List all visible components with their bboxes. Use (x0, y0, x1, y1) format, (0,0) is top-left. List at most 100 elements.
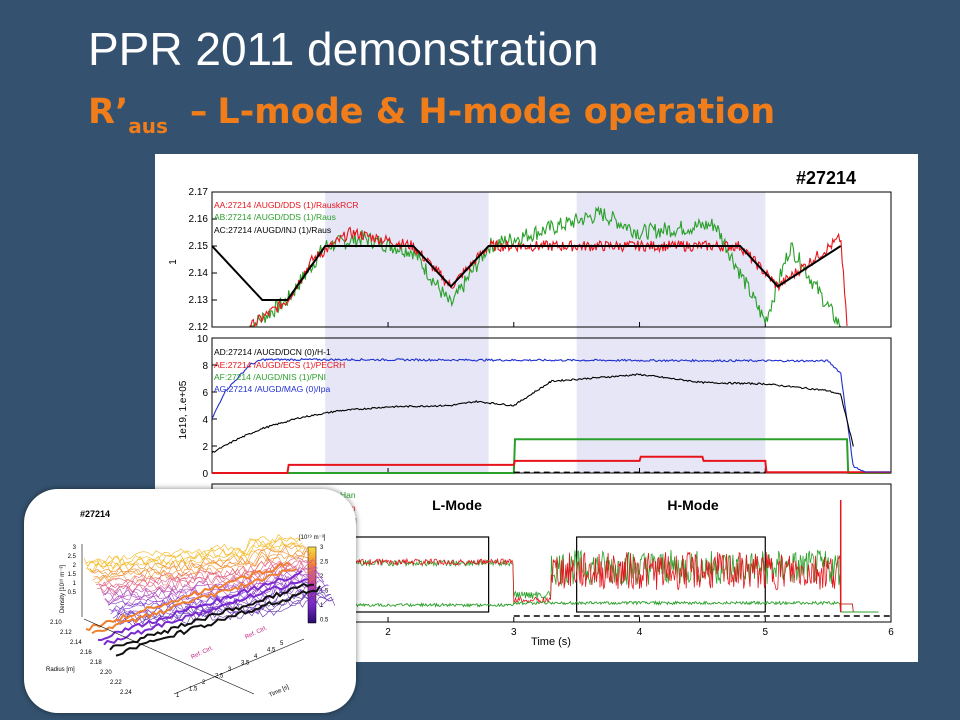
legend-p2-ad: AD:27214 /AUGD/DCN (0)/H-1 (214, 347, 331, 357)
inset-axis-time (173, 638, 305, 695)
series-p2-ipa-blue (211, 357, 891, 473)
panel1-ytick-label-4: 2.16 (189, 214, 209, 225)
inset-radius-tick-5: 2.20 (100, 670, 112, 676)
legend-p2-ag: AG:27214 /AUGD/MAG (0)/Ipa (214, 384, 330, 394)
inset-z-tick-4: 1 (73, 581, 77, 587)
subtitle-text: L-mode & H-mode operation (217, 92, 776, 132)
inset-colorbar-ticks: 3 2.5 2 1.5 1 0.5 (320, 545, 329, 624)
inset-time-tick-8: 5 (280, 641, 284, 647)
series-p2-density-black (211, 373, 854, 454)
inset-surface-line-18 (105, 572, 322, 606)
panel2-ylabel: 1e19, 1.e+05 (178, 380, 189, 439)
series-p2-pecrh-red (212, 455, 891, 474)
inset-projection-line-1 (91, 568, 297, 635)
inset-time-tick-2: 2 (202, 680, 206, 686)
legend-p2-af: AF:27214 /AUGD/NIS (1)/PNI (214, 372, 326, 382)
panel1-ylabel: 1 (168, 259, 179, 265)
slide-subtitle: R’aus – L-mode & H-mode operation (88, 92, 775, 138)
shot-number: #27214 (796, 168, 857, 188)
inset-time-tick-0: 1 (176, 693, 180, 699)
x-ticks: 2 3 4 5 6 (385, 322, 894, 638)
inset-projection-line-0 (85, 562, 291, 632)
inset-surface (81, 534, 336, 695)
legend-p3-frag1: Han (340, 490, 356, 500)
inset-radius-label: Radius [m] (46, 667, 75, 673)
legend-p1-ac: AC:27214 /AUGD/INJ (1)/Raus (214, 225, 331, 235)
inset-projection-line-4 (109, 582, 315, 651)
panel2-ytick-label-5: 10 (197, 334, 209, 345)
panel2-ytick-label-0: 0 (202, 469, 208, 480)
inset-radius-tick-2: 2.14 (70, 640, 82, 646)
inset-surface-line-8 (93, 550, 310, 582)
panel2-yticks: 0 2 4 6 8 10 (197, 334, 217, 480)
inset-radius-tick-1: 2.12 (60, 630, 72, 636)
xtick-label-2: 4 (637, 627, 643, 638)
inset-surface-line-12 (98, 559, 315, 590)
panel1-ytick-label-0: 2.12 (189, 322, 209, 333)
inset-colorbar-tick-5: 0.5 (320, 618, 329, 624)
panel2-ytick-label-2: 4 (202, 415, 208, 426)
annotation-lmode: L-Mode (432, 497, 482, 513)
slide-title: PPR 2011 demonstration (88, 23, 599, 75)
panel1-ytick-label-1: 2.13 (189, 295, 209, 306)
shaded-interval-1 (576, 192, 766, 473)
inset-z-ticks: 3 2.5 2 1.5 1 0.5 (68, 545, 77, 596)
panel1-ytick-label-2: 2.14 (189, 268, 209, 279)
series-p1-rauskrcr-red (249, 226, 848, 328)
panel2-ytick-label-4: 8 (202, 361, 208, 372)
inset-z-tick-5: 0.5 (68, 590, 77, 596)
inset-radius-tick-7: 2.24 (120, 690, 132, 696)
inset-z-label: Density [10¹⁹ m⁻³] (59, 565, 66, 613)
series-p2-pni-green (212, 438, 891, 474)
inset-colorbar-tick-3: 1.5 (320, 589, 329, 595)
shaded-interval-0 (325, 192, 489, 473)
inset-time-tick-7: 4.5 (267, 648, 276, 654)
inset-radius-ticks: 2.10 2.12 2.14 2.16 2.18 2.20 2.22 2.24 (50, 620, 132, 696)
inset-surface-line-6 (91, 546, 308, 578)
density-3d-inset: #27214 [10¹⁹ m⁻³] 3 2.5 2 1.5 1 0.5 3 2.5 2 1.5 1… (24, 489, 356, 713)
xtick-label-4: 6 (888, 627, 894, 638)
inset-time-tick-4: 3 (228, 667, 232, 673)
inset-time-tick-3: 2.5 (215, 674, 224, 680)
panel1-ytick-label-3: 2.15 (189, 241, 209, 252)
inset-z-tick-2: 2 (73, 563, 77, 569)
panel1-ytick-label-5: 2.17 (189, 187, 209, 198)
panel2-frame (211, 337, 892, 474)
inset-z-tick-0: 3 (73, 545, 77, 551)
inset-colorbar-tick-2: 2 (320, 574, 324, 580)
annotation-hmode: H-Mode (667, 497, 719, 513)
inset-time-tick-6: 4 (254, 654, 258, 660)
inset-time-label: Time [s] (268, 684, 290, 699)
inset-colorbar-label: [10¹⁹ m⁻³] (299, 534, 326, 541)
inset-radius-tick-4: 2.18 (90, 660, 102, 666)
inset-surface-line-4 (88, 542, 305, 573)
shaded-intervals (325, 192, 766, 473)
inset-plot: [10¹⁹ m⁻³] 3 2.5 2 1.5 1 0.5 3 2.5 2 1.5 1 0.5 Den… (46, 534, 336, 699)
panel2-ytick-label-3: 6 (202, 388, 208, 399)
xtick-label-0: 2 (385, 627, 391, 638)
inset-projection-line-5 (115, 585, 321, 657)
inset-projection-line-2 (97, 569, 303, 642)
inset-radius-tick-3: 2.16 (80, 650, 92, 656)
series-p1-raus-green (249, 205, 841, 327)
inset-radius-tick-6: 2.22 (110, 680, 122, 686)
inset-radius-tick-0: 2.10 (50, 620, 62, 626)
xtick-label-1: 3 (511, 627, 517, 638)
xtick-label-3: 5 (762, 627, 768, 638)
legend-p1-aa: AA:27214 /AUGD/DDS (1)/RauskRCR (214, 200, 359, 210)
inset-axis-radius (83, 618, 255, 695)
inset-colorbar-tick-1: 2.5 (320, 560, 329, 566)
panel1-yticks: 2.12 2.13 2.14 2.15 2.16 2.17 (189, 187, 217, 333)
inset-shot-number: #27214 (80, 509, 111, 519)
inset-time-ticks: 1 1.5 2 2.5 3 3.5 4 4.5 5 (176, 641, 284, 699)
panel1-frame (211, 191, 892, 328)
inset-ref-label-1: Ref. Ctrl. (190, 645, 214, 661)
inset-z-tick-3: 1.5 (68, 572, 77, 578)
inset-surface-line-2 (86, 538, 303, 570)
subtitle-subscript: aus (128, 114, 168, 138)
legend-p2-ae: AE:27214 /AUGD/ECS (1)/PECRH (214, 360, 345, 370)
subtitle-dash: – (189, 92, 208, 132)
inset-time-tick-5: 3.5 (241, 661, 250, 667)
series-lines (211, 205, 891, 474)
inset-surface-line-14 (100, 563, 318, 596)
